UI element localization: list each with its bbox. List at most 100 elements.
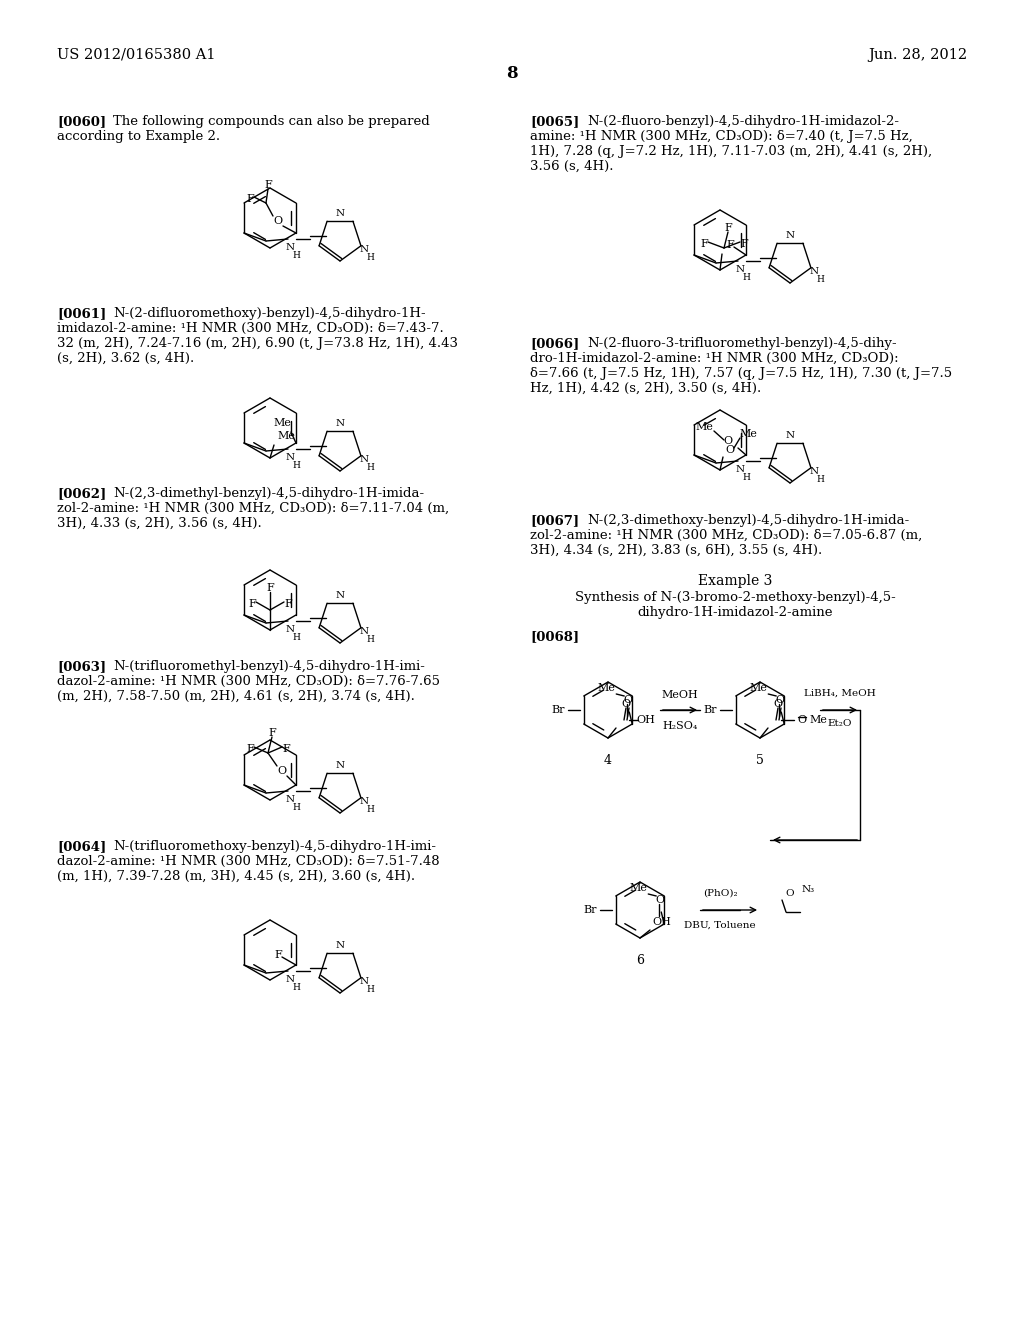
Text: N₃: N₃ [802, 886, 814, 895]
Text: F: F [284, 599, 292, 609]
Text: (m, 2H), 7.58-7.50 (m, 2H), 4.61 (s, 2H), 3.74 (s, 4H).: (m, 2H), 7.58-7.50 (m, 2H), 4.61 (s, 2H)… [57, 690, 415, 704]
Text: [0063]: [0063] [57, 660, 106, 673]
Text: N: N [359, 796, 369, 805]
Text: Hz, 1H), 4.42 (s, 2H), 3.50 (s, 4H).: Hz, 1H), 4.42 (s, 2H), 3.50 (s, 4H). [530, 381, 761, 395]
Text: O: O [624, 696, 633, 705]
Text: Me: Me [597, 682, 615, 693]
Text: F: F [266, 583, 273, 593]
Text: [0061]: [0061] [57, 308, 106, 319]
Text: H: H [367, 985, 374, 994]
Text: N: N [735, 465, 744, 474]
Text: 3.56 (s, 4H).: 3.56 (s, 4H). [530, 160, 613, 173]
Text: O: O [622, 700, 631, 709]
Text: 4: 4 [604, 754, 612, 767]
Text: H: H [367, 804, 374, 813]
Text: H: H [292, 251, 300, 260]
Text: Me: Me [750, 682, 767, 693]
Text: dro-1H-imidazol-2-amine: ¹H NMR (300 MHz, CD₃OD):: dro-1H-imidazol-2-amine: ¹H NMR (300 MHz… [530, 352, 899, 366]
Text: N: N [359, 454, 369, 463]
Text: (s, 2H), 3.62 (s, 4H).: (s, 2H), 3.62 (s, 4H). [57, 352, 195, 366]
Text: N-(2,3-dimethoxy-benzyl)-4,5-dihydro-1H-imida-: N-(2,3-dimethoxy-benzyl)-4,5-dihydro-1H-… [587, 513, 909, 527]
Text: Jun. 28, 2012: Jun. 28, 2012 [868, 48, 967, 62]
Text: N: N [336, 940, 345, 949]
Text: H: H [816, 275, 824, 284]
Text: 5: 5 [756, 754, 764, 767]
Text: MeOH: MeOH [662, 690, 698, 700]
Text: 3H), 4.33 (s, 2H), 3.56 (s, 4H).: 3H), 4.33 (s, 2H), 3.56 (s, 4H). [57, 517, 262, 531]
Text: [0068]: [0068] [530, 630, 580, 643]
Text: F: F [700, 239, 708, 249]
Text: F: F [726, 240, 734, 249]
Text: O: O [723, 436, 732, 446]
Text: N: N [336, 209, 345, 218]
Text: Example 3: Example 3 [697, 574, 772, 587]
Text: DBU, Toluene: DBU, Toluene [684, 920, 756, 929]
Text: OH: OH [652, 917, 672, 927]
Text: Me: Me [695, 422, 713, 432]
Text: N: N [785, 430, 795, 440]
Text: dazol-2-amine: ¹H NMR (300 MHz, CD₃OD): δ=7.51-7.48: dazol-2-amine: ¹H NMR (300 MHz, CD₃OD): … [57, 855, 439, 869]
Text: F: F [740, 239, 748, 249]
Text: N: N [336, 418, 345, 428]
Text: O: O [655, 895, 665, 906]
Text: OH: OH [637, 715, 655, 725]
Text: imidazol-2-amine: ¹H NMR (300 MHz, CD₃OD): δ=7.43-7.: imidazol-2-amine: ¹H NMR (300 MHz, CD₃OD… [57, 322, 443, 335]
Text: N: N [809, 267, 818, 276]
Text: F: F [248, 599, 256, 609]
Text: H: H [292, 461, 300, 470]
Text: F: F [268, 729, 275, 738]
Text: O: O [273, 216, 283, 226]
Text: Me: Me [809, 715, 827, 725]
Text: N-(2-difluoromethoxy)-benzyl)-4,5-dihydro-1H-: N-(2-difluoromethoxy)-benzyl)-4,5-dihydr… [113, 308, 426, 319]
Text: N: N [286, 624, 295, 634]
Text: Br: Br [703, 705, 717, 715]
Text: H: H [292, 982, 300, 991]
Text: Synthesis of N-(3-bromo-2-methoxy-benzyl)-4,5-: Synthesis of N-(3-bromo-2-methoxy-benzyl… [574, 591, 895, 605]
Text: 1H), 7.28 (q, J=7.2 Hz, 1H), 7.11-7.03 (m, 2H), 4.41 (s, 2H),: 1H), 7.28 (q, J=7.2 Hz, 1H), 7.11-7.03 (… [530, 145, 932, 158]
Text: N: N [785, 231, 795, 239]
Text: N: N [809, 466, 818, 475]
Text: N-(2,3-dimethyl-benzyl)-4,5-dihydro-1H-imida-: N-(2,3-dimethyl-benzyl)-4,5-dihydro-1H-i… [113, 487, 424, 500]
Text: O: O [798, 715, 807, 725]
Text: F: F [274, 950, 282, 960]
Text: US 2012/0165380 A1: US 2012/0165380 A1 [57, 48, 215, 62]
Text: zol-2-amine: ¹H NMR (300 MHz, CD₃OD): δ=7.11-7.04 (m,: zol-2-amine: ¹H NMR (300 MHz, CD₃OD): δ=… [57, 502, 450, 515]
Text: O: O [776, 696, 784, 705]
Text: dihydro-1H-imidazol-2-amine: dihydro-1H-imidazol-2-amine [637, 606, 833, 619]
Text: F: F [246, 744, 254, 754]
Text: LiBH₄, MeOH: LiBH₄, MeOH [804, 689, 876, 697]
Text: (m, 1H), 7.39-7.28 (m, 3H), 4.45 (s, 2H), 3.60 (s, 4H).: (m, 1H), 7.39-7.28 (m, 3H), 4.45 (s, 2H)… [57, 870, 415, 883]
Text: Me: Me [630, 883, 647, 894]
Text: Br: Br [584, 906, 597, 915]
Text: H: H [816, 474, 824, 483]
Text: N-(2-fluoro-3-trifluoromethyl-benzyl)-4,5-dihy-: N-(2-fluoro-3-trifluoromethyl-benzyl)-4,… [587, 337, 897, 350]
Text: O: O [725, 445, 734, 455]
Text: H: H [292, 632, 300, 642]
Text: O: O [278, 766, 287, 776]
Text: N-(2-fluoro-benzyl)-4,5-dihydro-1H-imidazol-2-: N-(2-fluoro-benzyl)-4,5-dihydro-1H-imida… [587, 115, 899, 128]
Text: F: F [264, 180, 271, 190]
Text: 3H), 4.34 (s, 2H), 3.83 (s, 6H), 3.55 (s, 4H).: 3H), 4.34 (s, 2H), 3.83 (s, 6H), 3.55 (s… [530, 544, 822, 557]
Text: according to Example 2.: according to Example 2. [57, 129, 220, 143]
Text: N: N [735, 264, 744, 273]
Text: Et₂O: Et₂O [827, 719, 852, 729]
Text: N: N [359, 627, 369, 635]
Text: Me: Me [739, 429, 757, 440]
Text: F: F [724, 223, 732, 234]
Text: H: H [367, 635, 374, 644]
Text: amine: ¹H NMR (300 MHz, CD₃OD): δ=7.40 (t, J=7.5 Hz,: amine: ¹H NMR (300 MHz, CD₃OD): δ=7.40 (… [530, 129, 912, 143]
Text: Me: Me [278, 432, 295, 441]
Text: H: H [367, 252, 374, 261]
Text: [0060]: [0060] [57, 115, 106, 128]
Text: The following compounds can also be prepared: The following compounds can also be prep… [113, 115, 430, 128]
Text: F: F [282, 744, 290, 754]
Text: N-(trifluoromethoxy-benzyl)-4,5-dihydro-1H-imi-: N-(trifluoromethoxy-benzyl)-4,5-dihydro-… [113, 840, 436, 853]
Text: dazol-2-amine: ¹H NMR (300 MHz, CD₃OD): δ=7.76-7.65: dazol-2-amine: ¹H NMR (300 MHz, CD₃OD): … [57, 675, 440, 688]
Text: zol-2-amine: ¹H NMR (300 MHz, CD₃OD): δ=7.05-6.87 (m,: zol-2-amine: ¹H NMR (300 MHz, CD₃OD): δ=… [530, 529, 923, 543]
Text: [0064]: [0064] [57, 840, 106, 853]
Text: Br: Br [551, 705, 565, 715]
Text: 8: 8 [506, 65, 518, 82]
Text: H: H [742, 272, 750, 281]
Text: (PhO)₂: (PhO)₂ [702, 888, 737, 898]
Text: 32 (m, 2H), 7.24-7.16 (m, 2H), 6.90 (t, J=73.8 Hz, 1H), 4.43: 32 (m, 2H), 7.24-7.16 (m, 2H), 6.90 (t, … [57, 337, 458, 350]
